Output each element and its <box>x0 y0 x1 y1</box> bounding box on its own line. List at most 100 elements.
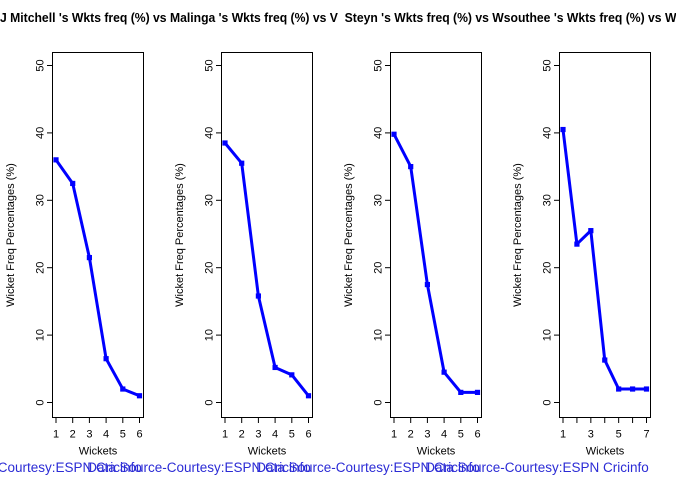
y-axis-label: Wicket Freq Percentages (%) <box>5 163 17 307</box>
data-point-marker <box>305 393 312 399</box>
x-tick-label: 6 <box>474 429 480 441</box>
series-line-steyn <box>392 133 478 394</box>
y-tick-label: 30 <box>373 194 385 206</box>
x-tick-label: 5 <box>289 429 295 441</box>
y-tick-label: 0 <box>35 399 47 405</box>
x-tick-label: 1 <box>222 429 228 441</box>
chart-panel-malinga: 0 10 20 30 40 50 1 2 3 4 5 6 Wicket Freq Percentages… <box>169 0 338 482</box>
y-tick-label: 30 <box>542 194 554 206</box>
x-tick-label: 5 <box>616 429 622 441</box>
y-axis-label: Wicket Freq Percentages (%) <box>343 163 355 307</box>
chart-panel-mitchell: 0 10 20 30 40 50 1 2 3 4 5 6 Wicket Freq Percentages… <box>0 0 169 482</box>
data-point-marker <box>643 386 650 392</box>
plot-box <box>52 52 144 418</box>
chart-title: J Mitchell 's Wkts freq (%) vs Malinga '… <box>0 10 676 25</box>
data-point-marker <box>560 126 566 133</box>
y-axis-label: Wicket Freq Percentages (%) <box>174 163 186 307</box>
plot-steyn: 0 10 20 30 40 50 1 2 3 4 5 6 Wicket Freq Percentages… <box>343 52 482 458</box>
plot-box <box>390 52 482 418</box>
y-tick-label: 10 <box>373 329 385 341</box>
y-tick-label: 10 <box>542 329 554 341</box>
y-tick-label: 0 <box>373 399 385 405</box>
y-tick-label: 30 <box>204 194 216 206</box>
caption-datasource: Data Source-Courtesy:ESPN Cricinfo <box>87 460 311 475</box>
x-tick-label: 2 <box>239 429 245 441</box>
y-tick-label: 20 <box>542 262 554 274</box>
y-tick-label: 50 <box>35 59 47 71</box>
x-axis-label: Wickets <box>586 446 625 458</box>
chart-panel-southee: 0 10 20 30 40 50 1 3 5 7 Wicket Freq Percentages (… <box>507 0 676 482</box>
data-point-marker <box>574 241 580 247</box>
y-tick-label: 40 <box>542 127 554 139</box>
x-tick-label: 3 <box>424 429 430 441</box>
data-point-marker <box>255 293 261 299</box>
series-line-southee <box>561 129 647 391</box>
data-point-marker <box>474 389 481 395</box>
data-point-marker <box>458 389 464 395</box>
x-axis-label: Wickets <box>248 446 287 458</box>
data-point-marker <box>289 372 295 378</box>
x-axis-label: Wickets <box>417 446 456 458</box>
y-tick-label: 40 <box>35 127 47 139</box>
data-point-marker <box>86 254 92 261</box>
data-point-marker <box>272 364 278 371</box>
data-point-marker <box>53 157 59 163</box>
series-line-mitchell <box>54 158 141 398</box>
x-tick-label: 1 <box>53 429 59 441</box>
data-point-marker <box>424 281 430 288</box>
x-tick-label: 3 <box>86 429 92 441</box>
data-point-marker <box>602 357 608 363</box>
x-tick-label: 1 <box>560 429 566 441</box>
x-tick-label: 4 <box>441 429 447 441</box>
y-tick-label: 50 <box>204 59 216 71</box>
data-point-marker <box>616 386 622 392</box>
y-tick-label: 20 <box>373 262 385 274</box>
data-point-marker <box>391 131 397 137</box>
plot-malinga: 0 10 20 30 40 50 1 2 3 4 5 6 Wicket Freq Percentages… <box>174 52 313 458</box>
y-tick-label: 40 <box>204 127 216 139</box>
x-tick-label: 6 <box>136 429 142 441</box>
y-tick-label: 10 <box>204 329 216 341</box>
data-point-marker <box>441 369 447 375</box>
x-axis-label: Wickets <box>79 446 118 458</box>
data-point-marker <box>222 140 228 146</box>
y-tick-label: 10 <box>35 329 47 341</box>
data-point-marker <box>629 386 636 392</box>
y-tick-label: 40 <box>373 127 385 139</box>
y-tick-label: 50 <box>373 59 385 71</box>
data-point-marker <box>103 356 109 362</box>
caption-datasource: Data Source-Courtesy:ESPN Cricinfo <box>0 460 142 475</box>
y-tick-label: 20 <box>204 262 216 274</box>
data-point-marker <box>588 228 594 234</box>
y-axis-label: Wicket Freq Percentages (%) <box>512 163 524 307</box>
x-tick-label: 3 <box>255 429 261 441</box>
x-tick-label: 7 <box>643 429 649 441</box>
data-point-marker <box>120 386 126 392</box>
x-tick-label: 2 <box>70 429 76 441</box>
caption-datasource: Data Source-Courtesy:ESPN Cricinfo <box>425 460 649 475</box>
x-tick-label: 5 <box>120 429 126 441</box>
x-tick-label: 4 <box>103 429 109 441</box>
x-tick-label: 1 <box>391 429 397 441</box>
y-tick-label: 0 <box>542 399 554 405</box>
data-point-marker <box>136 393 143 399</box>
y-tick-label: 20 <box>35 262 47 274</box>
series-line-malinga <box>223 142 310 397</box>
plot-mitchell: 0 10 20 30 40 50 1 2 3 4 5 6 Wicket Freq Percentages… <box>5 52 144 458</box>
x-tick-label: 6 <box>305 429 311 441</box>
data-point-marker <box>408 164 414 170</box>
chart-panel-steyn: 0 10 20 30 40 50 1 2 3 4 5 6 Wicket Freq Percentages… <box>338 0 507 482</box>
y-tick-label: 30 <box>35 194 47 206</box>
y-tick-label: 50 <box>542 59 554 71</box>
caption-datasource: Data Source-Courtesy:ESPN Cricinfo <box>256 460 480 475</box>
plot-box <box>221 52 313 418</box>
plot-southee: 0 10 20 30 40 50 1 3 5 7 Wicket Freq Percentages (… <box>512 52 651 458</box>
x-tick-label: 3 <box>588 429 594 441</box>
x-tick-label: 2 <box>408 429 414 441</box>
data-point-marker <box>239 160 245 166</box>
y-tick-label: 0 <box>204 399 216 405</box>
data-point-marker <box>70 180 76 187</box>
x-tick-label: 4 <box>272 429 278 441</box>
x-tick-label: 5 <box>458 429 464 441</box>
